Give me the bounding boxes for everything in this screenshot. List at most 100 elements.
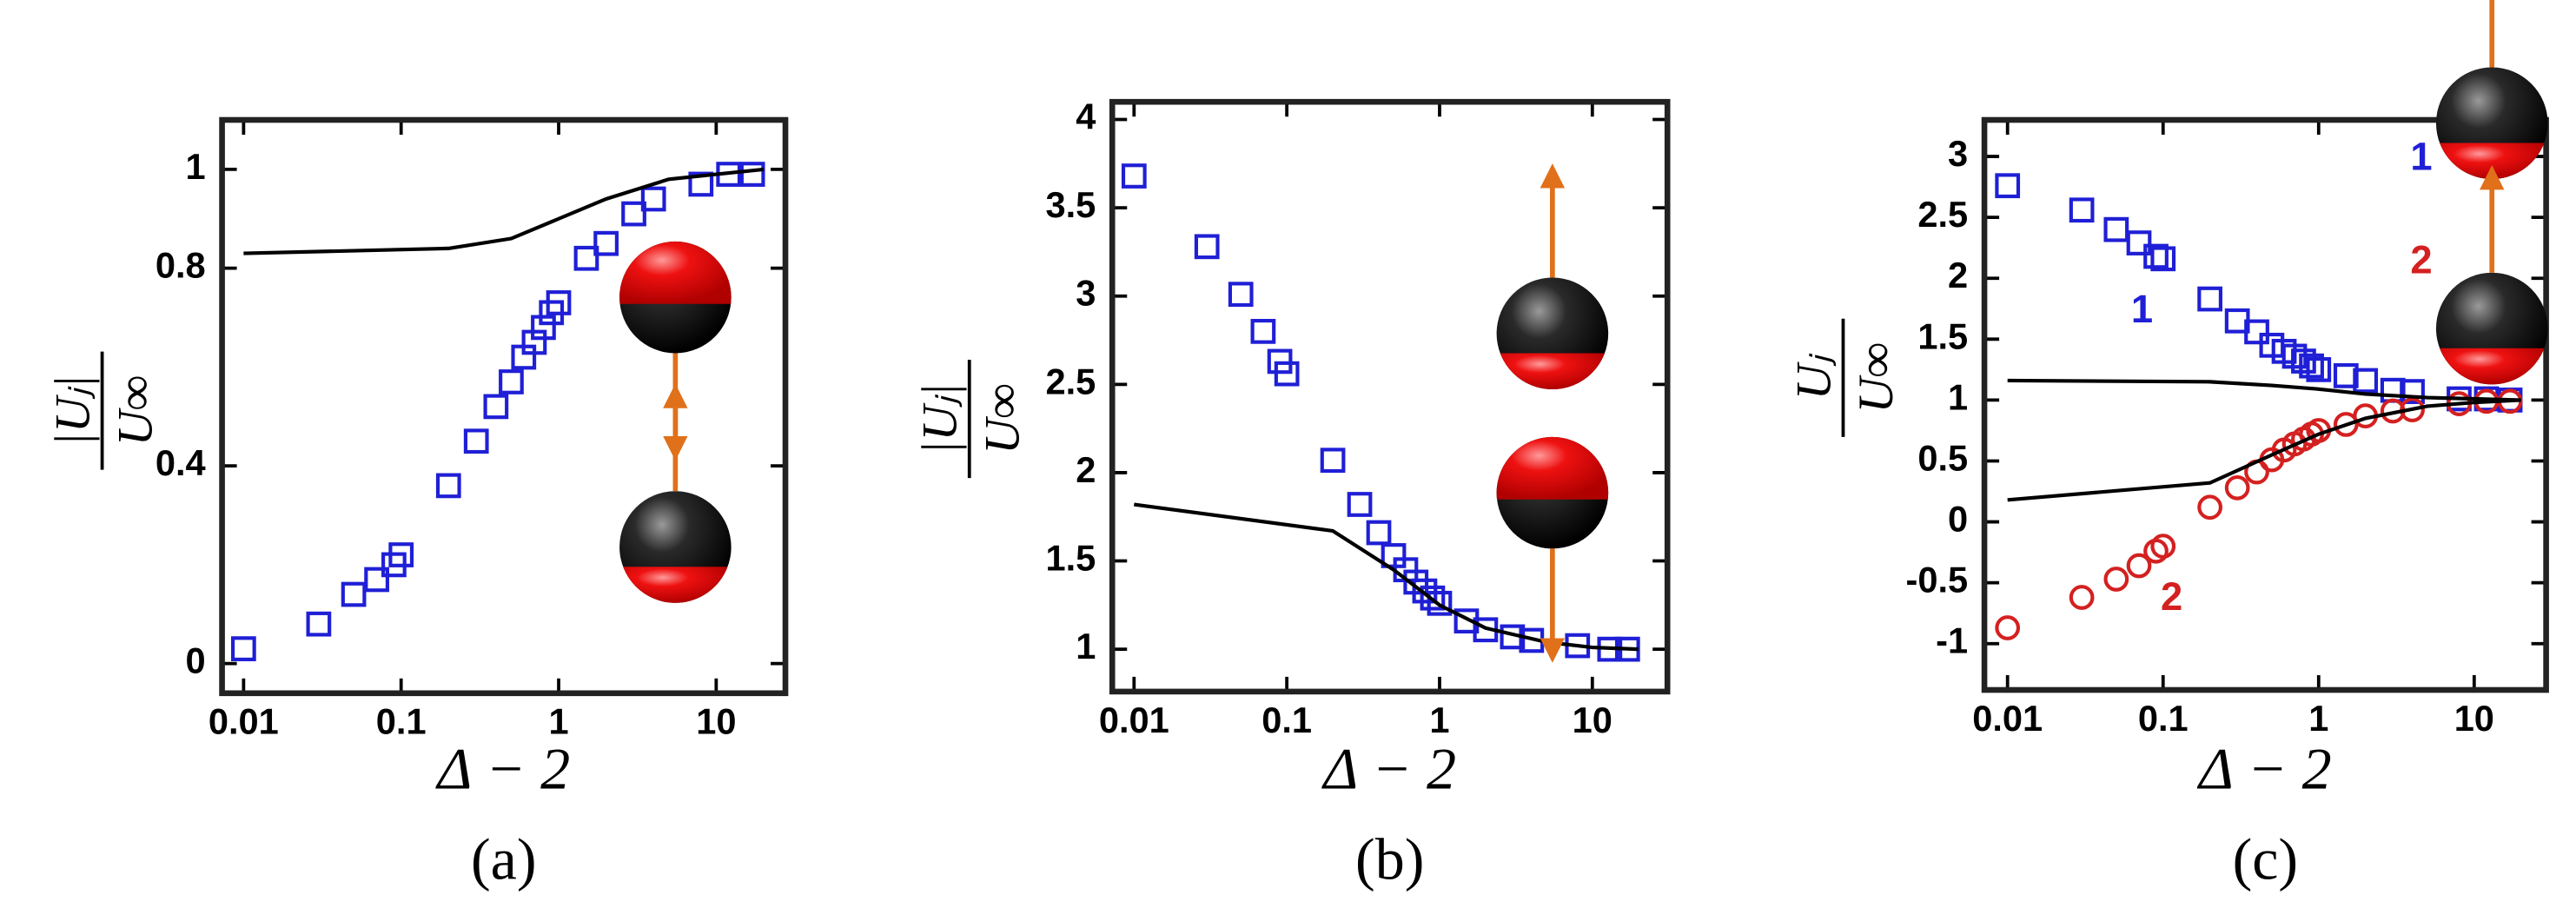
annotation: 2	[2410, 237, 2432, 282]
square-marker	[1427, 590, 1453, 616]
x-tick-label: 0.1	[376, 701, 427, 742]
x-tick-label: 1	[2308, 698, 2328, 739]
square-marker	[341, 581, 367, 607]
y-tick-label: -0.5	[1906, 560, 1969, 600]
y-tick-label: 0	[1948, 499, 1968, 540]
y-label-numerator: |Uⱼ|	[45, 375, 100, 447]
x-tick-label: 0.01	[1972, 698, 2043, 739]
y-tick-label: 2.5	[1917, 194, 1968, 235]
square-marker	[2103, 216, 2129, 242]
square-marker	[621, 201, 646, 227]
y-tick-label: 2	[1076, 449, 1096, 490]
x-axis-label: Δ − 2	[1321, 735, 1456, 801]
circle-marker	[2069, 585, 2095, 610]
square-marker	[2069, 197, 2095, 223]
square-marker	[1366, 520, 1392, 546]
circle-marker	[1995, 615, 2021, 640]
circle-marker	[2224, 474, 2250, 501]
square-marker	[2299, 353, 2324, 379]
square-marker	[499, 369, 524, 395]
sphere-cap	[1496, 436, 1609, 500]
square-marker	[2306, 356, 2332, 382]
square-marker	[2333, 362, 2359, 388]
square-marker	[364, 567, 389, 593]
fit-line	[243, 167, 765, 255]
y-tick-label: 2.5	[1046, 361, 1096, 401]
caption: (c)	[2233, 825, 2299, 892]
y-axis-label: |Uⱼ| U∞	[913, 360, 1030, 479]
y-axis-label: |Uⱼ| U∞	[45, 351, 162, 470]
y-label-denominator: U∞	[1849, 342, 1904, 413]
square-marker	[531, 315, 556, 341]
sphere-cap	[619, 241, 732, 304]
sphere-cap	[2440, 348, 2545, 385]
y-label-numerator: |Uⱼ|	[913, 383, 968, 454]
y-tick-label: 0.4	[156, 442, 206, 483]
janus-sphere	[619, 241, 732, 461]
square-marker	[1121, 163, 1147, 189]
y-tick-label: 3	[1076, 273, 1096, 314]
square-marker	[1454, 608, 1480, 633]
y-tick-label: 1.5	[1917, 315, 1968, 356]
square-marker	[388, 542, 414, 567]
square-marker	[1403, 569, 1429, 595]
x-tick-label: 10	[2454, 698, 2494, 739]
square-marker	[1274, 361, 1300, 387]
square-marker	[2197, 286, 2223, 312]
y-tick-label: -1	[1936, 620, 1968, 661]
square-marker	[230, 636, 256, 661]
x-tick-label: 0.01	[1099, 700, 1169, 740]
y-tick-label: 0.5	[1917, 437, 1968, 478]
y-tick-label: 3.5	[1046, 184, 1096, 225]
square-marker	[640, 186, 666, 212]
janus-sphere	[2435, 0, 2548, 180]
x-tick-label: 0.01	[209, 701, 279, 742]
x-tick-label: 10	[696, 701, 736, 742]
fit-line	[2007, 378, 2521, 402]
plot-frame	[1109, 98, 1671, 695]
y-label-numerator: Uⱼ	[1786, 353, 1841, 400]
square-marker	[1995, 173, 2021, 199]
square-marker	[306, 611, 332, 637]
plot-frame	[1981, 116, 2549, 693]
square-marker	[463, 428, 489, 454]
square-marker	[483, 394, 509, 420]
y-label-denominator: U∞	[975, 383, 1030, 454]
square-marker	[2126, 230, 2152, 255]
square-marker	[2150, 246, 2176, 272]
square-marker	[435, 473, 461, 499]
caption: (b)	[1355, 825, 1424, 892]
plot-frame	[219, 116, 789, 697]
circle-marker	[2150, 534, 2176, 559]
square-marker	[688, 171, 714, 197]
annotation: 1	[2131, 287, 2153, 331]
square-marker	[1228, 282, 1254, 308]
caption: (a)	[471, 825, 537, 892]
square-marker	[1320, 448, 1346, 474]
square-marker	[2143, 243, 2169, 269]
sphere-cap	[623, 567, 728, 603]
sphere-cap	[2440, 143, 2545, 180]
square-marker	[546, 290, 572, 315]
y-label-denominator: U∞	[108, 375, 162, 446]
y-tick-label: 1.5	[1046, 538, 1096, 579]
square-marker	[2291, 348, 2316, 374]
y-tick-label: 1	[1076, 626, 1096, 666]
y-tick-label: 3	[1948, 133, 1968, 174]
x-tick-label: 1	[548, 701, 568, 742]
x-tick-label: 1	[1429, 700, 1449, 740]
x-tick-label: 0.1	[2138, 698, 2189, 739]
square-marker	[2244, 319, 2269, 345]
square-marker	[2400, 379, 2425, 404]
fit-line	[2007, 398, 2521, 502]
square-marker	[1420, 585, 1446, 611]
x-tick-label: 0.1	[1262, 700, 1312, 740]
circle-marker	[2103, 567, 2129, 592]
x-tick-label: 10	[1573, 700, 1612, 740]
square-marker	[573, 245, 599, 271]
x-axis-label: Δ − 2	[434, 735, 570, 801]
square-marker	[739, 162, 765, 187]
square-marker	[1250, 319, 1276, 344]
janus-sphere	[1496, 436, 1609, 663]
